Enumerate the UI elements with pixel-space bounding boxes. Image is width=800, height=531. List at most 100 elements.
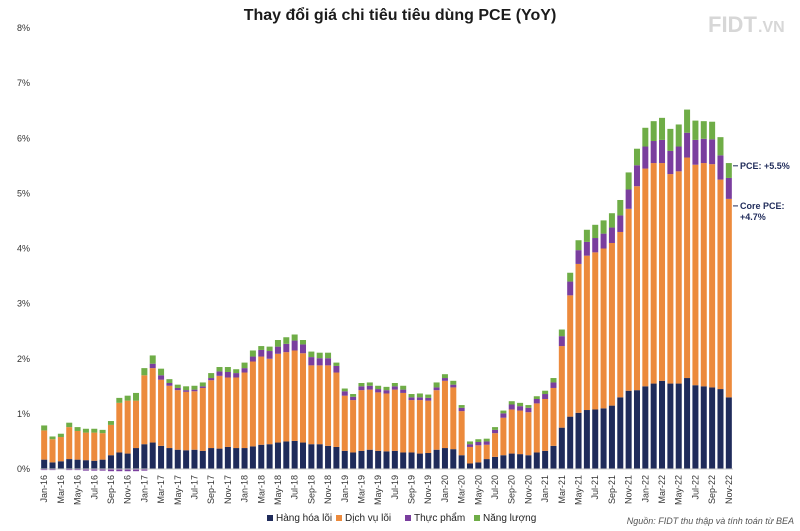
x-tick-label: Nov-18	[323, 475, 333, 504]
x-tick-label: Jan-18	[240, 475, 250, 503]
bar-segment	[266, 444, 273, 469]
bar-segment	[116, 402, 123, 453]
x-tick-label: May-18	[273, 475, 283, 505]
bar-segment	[633, 186, 640, 391]
bar-segment	[99, 469, 106, 471]
bar-segment	[82, 469, 89, 471]
x-tick-label: Jan-22	[640, 475, 650, 503]
bar-segment	[166, 383, 173, 386]
bar-segment	[366, 382, 373, 386]
annotation-pce: PCE: +5.5%	[740, 161, 790, 171]
bar-segment	[617, 199, 624, 216]
x-tick-label: Jan-19	[340, 475, 350, 503]
x-tick-label: Sep-20	[507, 475, 517, 504]
bar-segment	[133, 392, 140, 401]
bar-segment	[158, 379, 165, 446]
bar-segment	[350, 452, 357, 469]
bar-segment	[542, 394, 549, 399]
bar-segment	[274, 442, 281, 469]
bar-segment	[600, 220, 607, 234]
legend-label: Thực phẩm	[414, 512, 465, 524]
bar-segment	[133, 400, 140, 449]
y-tick-label: 3%	[17, 299, 30, 309]
bar-segment	[208, 373, 215, 379]
bar-segment	[174, 449, 181, 469]
bar-segment	[41, 459, 48, 469]
bar-segment	[466, 444, 473, 447]
bar-segment	[492, 427, 499, 430]
bar-segment	[425, 400, 432, 454]
x-tick-label: Sep-22	[707, 475, 717, 504]
source-note: Nguồn: FIDT thu thập và tính toán từ BEA	[627, 516, 794, 526]
bar-segment	[525, 455, 532, 469]
bar-segment	[441, 380, 448, 449]
bar-segment	[709, 387, 716, 469]
bar-segment	[300, 353, 307, 443]
x-tick-label: Jan-17	[139, 475, 149, 503]
bar-segment	[183, 390, 190, 392]
bar-segment	[141, 368, 148, 376]
bar-segment	[458, 455, 465, 469]
bar-segment	[550, 378, 557, 383]
bar-segment	[224, 367, 231, 372]
bar-segment	[684, 157, 691, 379]
bar-segment	[74, 430, 81, 460]
x-tick-label: May-16	[73, 475, 83, 505]
bar-segment	[308, 444, 315, 469]
bar-segment	[642, 127, 649, 147]
bar-segment	[700, 121, 707, 139]
bar-segment	[99, 459, 106, 469]
annotations: PCE: +5.5% Core PCE: +4.7%	[733, 161, 790, 222]
legend-label: Hàng hóa lõi	[276, 513, 332, 524]
bar-segment	[66, 422, 73, 428]
bar-segment	[567, 272, 574, 282]
bar-segment	[692, 385, 699, 469]
bar-segment	[433, 382, 440, 388]
x-tick-label: Jul-21	[590, 475, 600, 500]
bar-segment	[57, 437, 64, 462]
bar-segment	[149, 442, 156, 469]
bar-segment	[425, 397, 432, 401]
bar-segment	[692, 164, 699, 386]
bar-segment	[517, 410, 524, 455]
bar-segment	[608, 227, 615, 243]
bar-segment	[533, 403, 540, 453]
bar-segment	[575, 240, 582, 251]
bar-segment	[149, 355, 156, 364]
bar-segment	[325, 445, 332, 469]
bar-segment	[116, 469, 123, 472]
bar-segment	[558, 329, 565, 337]
bar-segment	[358, 450, 365, 469]
bar-segment	[717, 155, 724, 180]
bar-segment	[216, 375, 223, 449]
bar-segment	[291, 340, 298, 351]
bar-segment	[492, 456, 499, 469]
bar-segment	[174, 384, 181, 388]
bar-segment	[141, 469, 148, 471]
bar-segment	[216, 371, 223, 376]
x-tick-label: May-21	[574, 475, 584, 505]
bar-segment	[492, 429, 499, 434]
bar-segment	[116, 397, 123, 403]
bar-segment	[633, 165, 640, 187]
bar-segment	[416, 453, 423, 469]
bar-segment	[450, 384, 457, 388]
bar-segment	[600, 233, 607, 249]
bar-segment	[684, 378, 691, 469]
bar-segment	[475, 462, 482, 469]
bar-segment	[533, 396, 540, 399]
bar-segment	[500, 417, 507, 456]
bar-segment	[667, 128, 674, 151]
bar-segment	[300, 344, 307, 354]
x-tick-label: May-20	[473, 475, 483, 505]
bar-segment	[575, 263, 582, 413]
x-tick-label: Jul-19	[390, 475, 400, 500]
bar-segment	[517, 402, 524, 407]
bar-segment	[709, 121, 716, 140]
bar-segment	[450, 380, 457, 385]
bar-segment	[725, 397, 732, 469]
bar-segment	[191, 389, 198, 392]
bar-segment	[316, 358, 323, 366]
chart-title: Thay đổi giá chi tiêu tiêu dùng PCE (YoY…	[244, 6, 557, 24]
